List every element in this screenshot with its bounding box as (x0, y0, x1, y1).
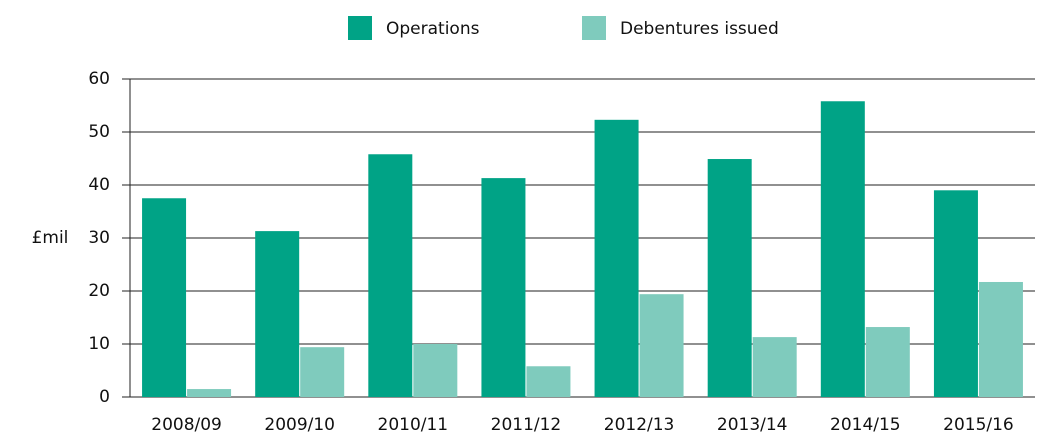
x-tick-label: 2011/12 (491, 415, 562, 435)
bar (978, 281, 1023, 397)
x-tick-label: 2008/09 (151, 415, 222, 435)
y-tick-label: 60 (88, 69, 110, 89)
bar (413, 344, 458, 397)
legend-swatch (582, 16, 606, 40)
legend-label: Debentures issued (620, 19, 779, 39)
x-tick-label: 2014/15 (830, 415, 901, 435)
bar (255, 231, 300, 397)
x-tick-label: 2013/14 (717, 415, 788, 435)
legend-swatch (348, 16, 372, 40)
y-axis-label: £mil (32, 228, 69, 248)
bar (526, 366, 571, 397)
bar (300, 347, 345, 397)
bar (639, 294, 684, 397)
x-tick-label: 2009/10 (264, 415, 335, 435)
legend-label: Operations (386, 19, 480, 39)
bar (820, 101, 865, 397)
y-tick-label: 0 (99, 387, 110, 407)
y-tick-label: 40 (88, 175, 110, 195)
bar (933, 190, 978, 397)
y-tick-label: 50 (88, 122, 110, 142)
bar (865, 327, 910, 397)
bar (368, 154, 413, 397)
x-tick-label: 2015/16 (943, 415, 1014, 435)
y-tick-label: 10 (88, 334, 110, 354)
bar (481, 178, 526, 397)
bar (752, 337, 797, 397)
x-tick-label: 2012/13 (604, 415, 675, 435)
y-tick-label: 20 (88, 281, 110, 301)
x-tick-label: 2010/11 (378, 415, 449, 435)
y-tick-label: 30 (88, 228, 110, 248)
bar (707, 159, 752, 397)
bar (142, 198, 187, 397)
bar (187, 389, 232, 397)
bar (594, 119, 639, 397)
